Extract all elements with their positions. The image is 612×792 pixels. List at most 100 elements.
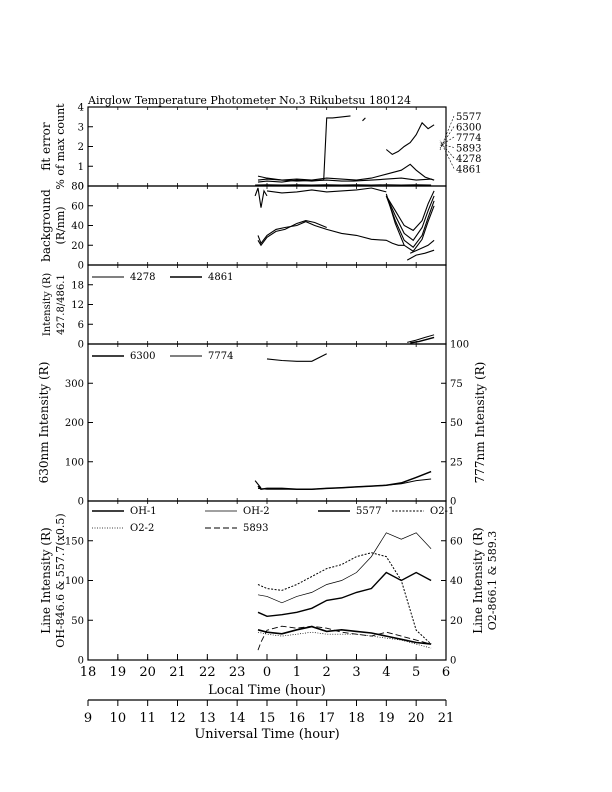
figure-title: Airglow Temperature Photometer No.3 Riku… <box>87 94 411 107</box>
y-tick-label: 18 <box>71 280 84 291</box>
series-line-5893 <box>257 625 432 651</box>
y-tick-label: 0 <box>78 182 84 193</box>
y-tick-label: 6 <box>78 320 84 331</box>
y-tick-label: 100 <box>65 457 84 468</box>
y2-tick-label: 0 <box>450 656 456 667</box>
legend-label: 7774 <box>208 351 233 362</box>
fit-error-panel-frame <box>87 106 447 187</box>
series-line-trace-7 <box>385 193 435 252</box>
ut-tick-label: 14 <box>229 711 246 726</box>
x-tick-label: 0 <box>263 665 271 680</box>
series-line-trace-0 <box>257 221 405 246</box>
series-line-6300 <box>257 470 432 490</box>
y-axis-label: Intensity (R) <box>42 273 53 336</box>
x-tick-label: 3 <box>352 665 360 680</box>
legend-label: 5577 <box>356 506 381 517</box>
y2-tick-label: 60 <box>450 536 463 547</box>
y-axis-label: Line Intensity (R) <box>39 527 53 633</box>
y-axis-label-2: % of max count <box>54 103 67 190</box>
y-tick-label: 40 <box>71 221 84 232</box>
ut-tick-label: 18 <box>348 711 365 726</box>
series-line-trace-2 <box>266 353 327 362</box>
y-tick-label: 12 <box>71 300 84 311</box>
legend-label: O2-1 <box>430 506 454 517</box>
side-legend-leader <box>439 115 455 151</box>
y-axis-label-2: (R/nm) <box>54 206 67 244</box>
x-tick-label: 19 <box>110 665 127 680</box>
y-tick-label: 300 <box>65 379 84 390</box>
y-axis-label-2: 427.8/486.1 <box>56 274 67 335</box>
ut-tick-label: 15 <box>259 711 276 726</box>
y-tick-label: 50 <box>71 616 84 627</box>
series-line-trace-6 <box>385 195 435 248</box>
series-line-trace-1 <box>257 220 327 247</box>
y-tick-label: 0 <box>78 340 84 351</box>
legend-label: 5893 <box>243 523 268 534</box>
y-tick-label: 80 <box>71 182 84 193</box>
y-axis-label: background <box>39 189 53 262</box>
y-tick-label: 3 <box>78 122 84 133</box>
x-tick-label: 1 <box>293 665 301 680</box>
y-axis-label: 630nm Intensity (R) <box>37 362 51 484</box>
x-tick-label: 5 <box>412 665 420 680</box>
legend-label: OH-2 <box>243 506 270 517</box>
side-legend-label: 5893 <box>456 144 481 155</box>
y-tick-label: 60 <box>71 201 84 212</box>
ut-tick-label: 10 <box>110 711 127 726</box>
y2-axis-label: 777nm Intensity (R) <box>473 362 487 484</box>
legend-label: 4861 <box>208 272 233 283</box>
series-line-trace-4 <box>385 190 435 232</box>
side-legend-label: 5577 <box>456 112 481 123</box>
side-legend-label: 4861 <box>456 165 481 176</box>
x-tick-label: 20 <box>139 665 156 680</box>
x-tick-label: 22 <box>199 665 216 680</box>
oi-intensity-panel-frame <box>87 343 447 502</box>
x-tick-label: 21 <box>169 665 186 680</box>
series-line-OH-2 <box>257 532 432 604</box>
y-tick-label: 150 <box>65 536 84 547</box>
side-legend-label: 7774 <box>456 133 481 144</box>
series-line-trace-5 <box>385 121 435 156</box>
x-tick-label: 18 <box>80 665 97 680</box>
series-line-4278 <box>407 334 435 343</box>
series-line-trace-3 <box>254 480 262 489</box>
y-tick-label: 0 <box>78 656 84 667</box>
y-tick-label: 0 <box>78 261 84 272</box>
y-axis-label: fit error <box>39 122 53 170</box>
series-line-trace-2 <box>406 249 435 261</box>
y-tick-label: 20 <box>71 241 84 252</box>
series-line-trace-1 <box>257 163 435 181</box>
x-tick-label: 6 <box>442 665 450 680</box>
y2-tick-label: 40 <box>450 576 463 587</box>
legend-label: O2-2 <box>130 523 154 534</box>
y-tick-label: 1 <box>78 162 84 173</box>
y2-tick-label: 50 <box>450 418 463 429</box>
y2-axis-label-2: O2-866.1 & 589.3 <box>486 531 499 631</box>
series-line-trace-3 <box>409 239 435 254</box>
series-line-trace-9 <box>266 187 387 194</box>
ut-tick-label: 16 <box>289 711 306 726</box>
side-legend-label: 6300 <box>456 123 481 134</box>
y-tick-label: 2 <box>78 142 84 153</box>
series-line-O2-1 <box>257 552 432 645</box>
ut-tick-label: 20 <box>408 711 425 726</box>
y2-tick-label: 0 <box>450 497 456 508</box>
x-axis-label: Local Time (hour) <box>208 683 326 698</box>
x-tick-label: 23 <box>229 665 246 680</box>
series-line-5577 <box>257 625 432 645</box>
series-line-trace-5 <box>385 195 435 242</box>
y2-tick-label: 100 <box>450 340 469 351</box>
ut-tick-label: 11 <box>139 711 156 726</box>
y-axis-label-2: OH-846.6 & 557.7(x0.5) <box>54 513 67 647</box>
y-tick-label: 100 <box>65 576 84 587</box>
side-legend-leader <box>439 139 455 169</box>
y-tick-label: 4 <box>78 103 84 114</box>
y-tick-label: 0 <box>78 497 84 508</box>
x-tick-label: 4 <box>382 665 390 680</box>
y-tick-label: 200 <box>65 418 84 429</box>
legend-label: 6300 <box>130 351 155 362</box>
legend-label: OH-1 <box>130 506 157 517</box>
y2-tick-label: 25 <box>450 457 463 468</box>
